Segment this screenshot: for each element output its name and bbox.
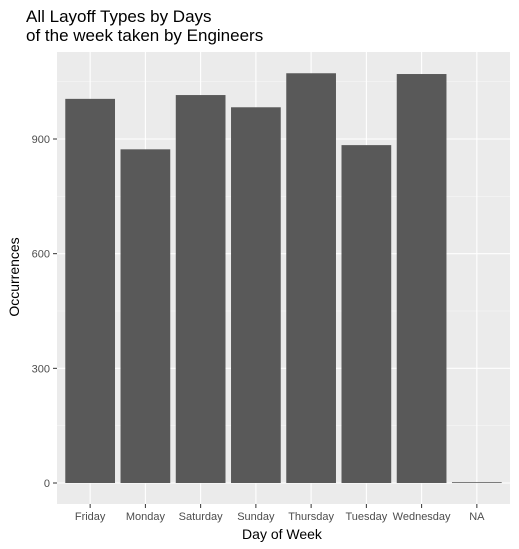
x-tick-label: Sunday — [237, 511, 275, 523]
chart-title-line-2: of the week taken by Engineers — [26, 26, 263, 45]
chart-title-line-1: All Layoff Types by Days — [26, 7, 212, 26]
bar-tuesday — [341, 145, 392, 484]
x-tick-label: Friday — [75, 511, 106, 523]
x-tick-label: Thursday — [288, 511, 334, 523]
bar-na — [451, 482, 502, 484]
bar-thursday — [286, 73, 336, 483]
bar-monday — [120, 149, 171, 483]
bar-sunday — [231, 107, 281, 483]
y-axis-title: Occurrences — [6, 237, 22, 316]
y-axis: 0 300 600 900 — [32, 134, 57, 490]
y-tick-label: 300 — [32, 363, 50, 375]
x-axis: Friday Monday Saturday Sunday Thursday Tuesda… — [75, 504, 485, 523]
x-tick-label: NA — [469, 511, 485, 523]
bar-saturday — [175, 95, 226, 484]
y-tick-label: 600 — [32, 249, 50, 261]
x-axis-title: Day of Week — [242, 526, 323, 542]
bar-friday — [65, 98, 116, 483]
bars-group — [65, 73, 502, 484]
x-tick-label: Monday — [126, 511, 166, 523]
x-tick-label: Wednesday — [393, 511, 451, 523]
y-tick-label: 0 — [44, 478, 50, 490]
y-tick-label: 900 — [32, 134, 50, 146]
x-tick-label: Tuesday — [345, 511, 387, 523]
bar-wednesday — [396, 74, 447, 484]
x-tick-label: Saturday — [179, 511, 224, 523]
